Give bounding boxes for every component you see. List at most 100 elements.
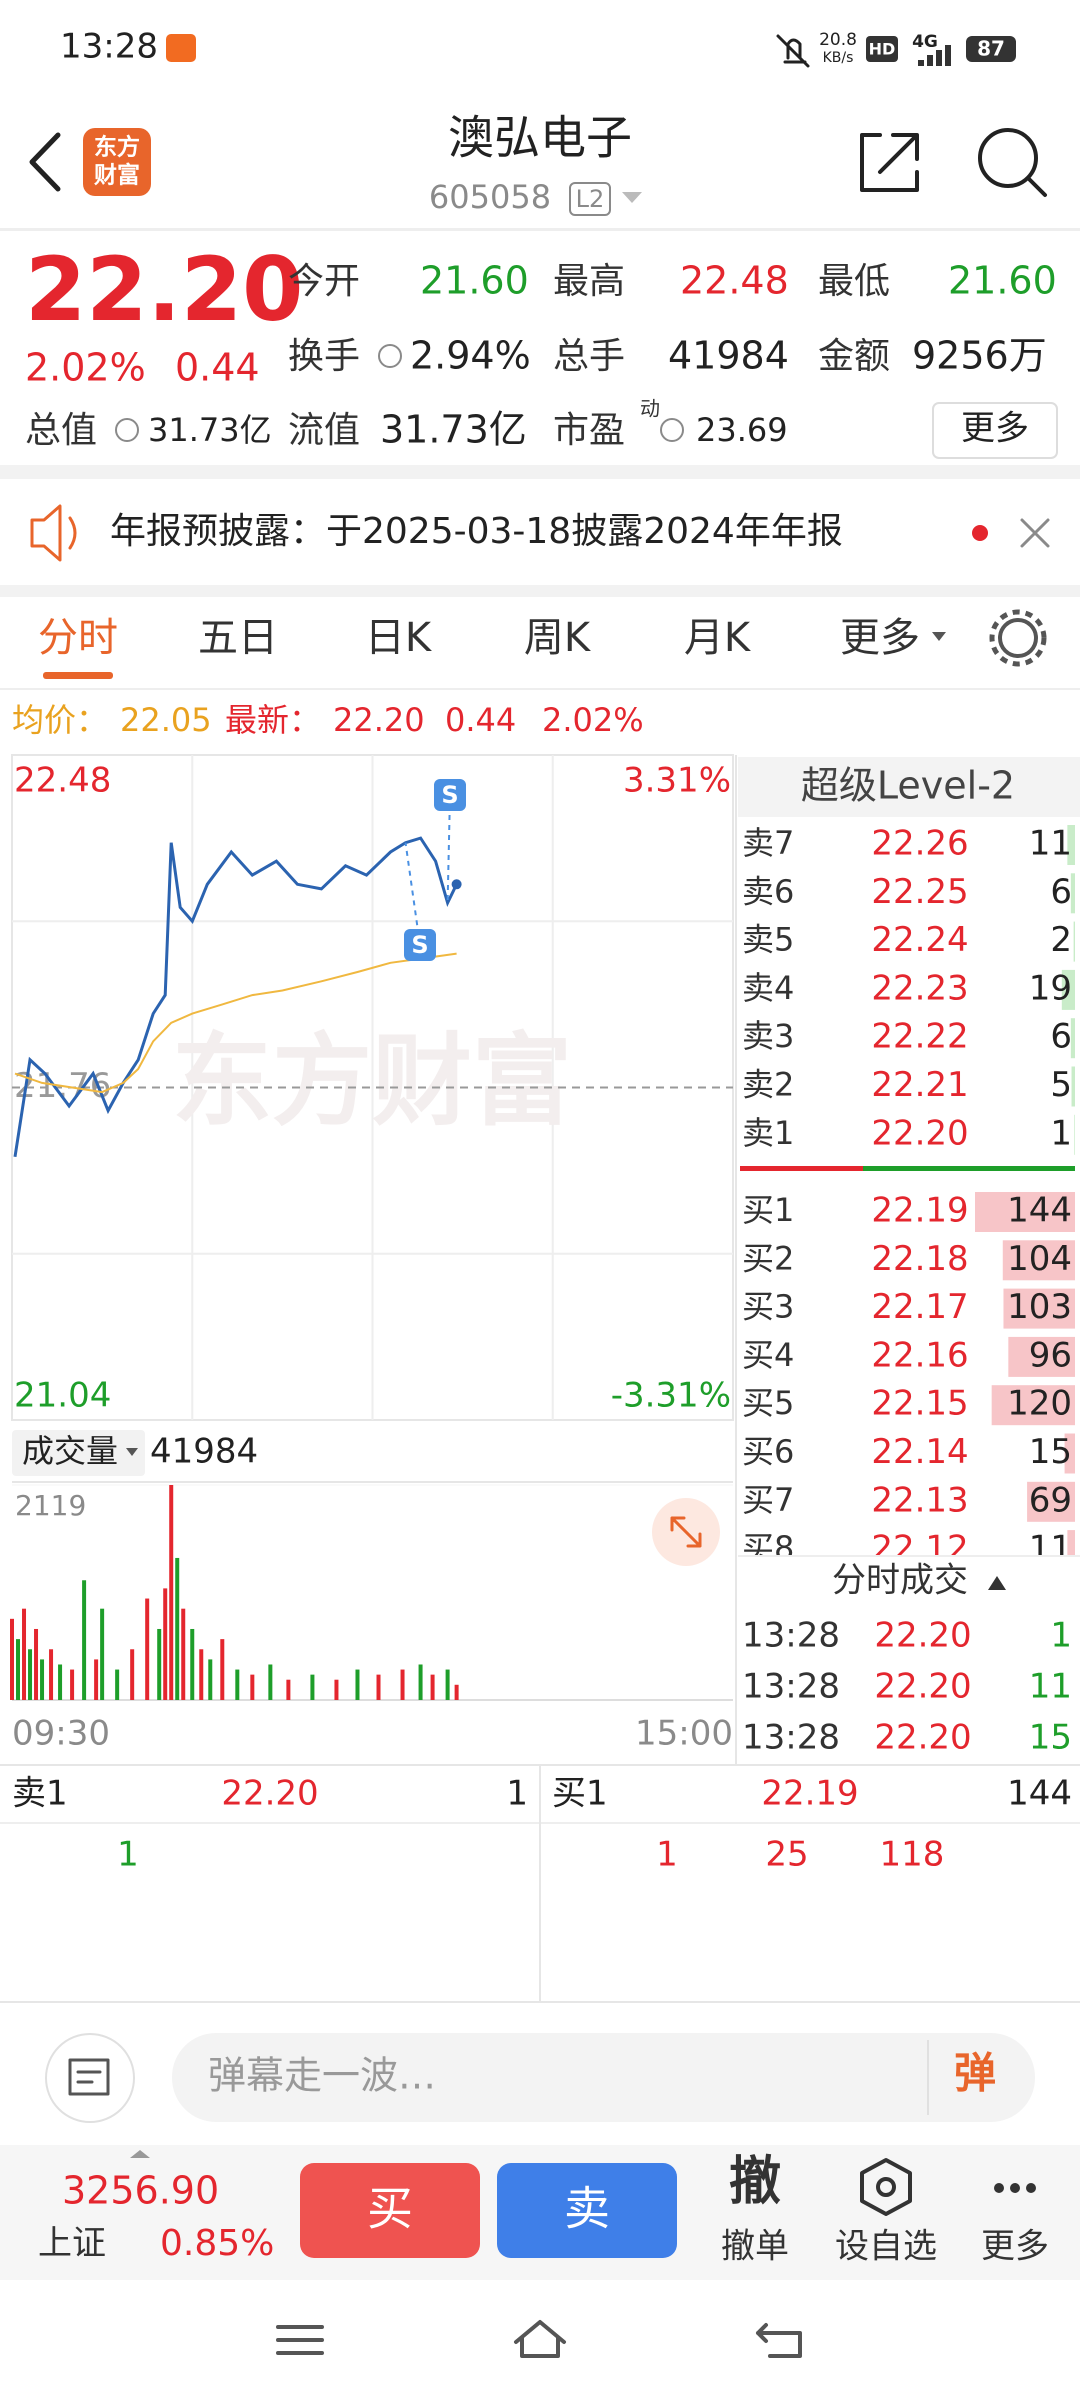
field-value: 22.48: [680, 259, 789, 303]
l2-badge: [569, 182, 611, 216]
close-notice: [1020, 518, 1050, 548]
tab[interactable]: 日K: [365, 615, 433, 661]
best-ask-volume: 1: [506, 1774, 528, 1814]
settings-button[interactable]: [998, 618, 1038, 658]
y2-tick-label: 3.31%: [623, 761, 731, 801]
tab[interactable]: 周K: [524, 615, 592, 661]
y-tick-label: 22.48: [14, 761, 111, 801]
watchlist-button[interactable]: 设自选: [835, 2227, 937, 2267]
field-value: 23.69: [696, 411, 788, 449]
tab[interactable]: 分时: [38, 615, 118, 661]
search-button[interactable]: [978, 128, 1038, 188]
depth-bar: [1064, 1433, 1075, 1474]
signal-bar: [936, 50, 942, 66]
sell-button-label[interactable]: 卖: [564, 2182, 610, 2236]
y-tick-label: 21.04: [14, 1376, 111, 1416]
hd-label: HD: [869, 40, 896, 59]
y-tick-label: 2119: [15, 1489, 86, 1522]
more-button-label[interactable]: 更多: [961, 409, 1029, 449]
bid-queue-order: 25: [765, 1835, 808, 1875]
tab[interactable]: 月K: [684, 615, 752, 661]
trade-price: 22.20: [874, 1718, 971, 1758]
tab[interactable]: 更多: [840, 615, 920, 661]
signal-marker: [434, 779, 466, 811]
signal-link: [404, 842, 421, 946]
trade-volume: 1: [1050, 1616, 1072, 1656]
level-volume: 11: [1029, 824, 1072, 864]
volume-bar: [190, 1628, 195, 1700]
status-time: 13:28: [60, 27, 158, 67]
level-volume: 120: [1007, 1384, 1072, 1424]
volume-bar: [130, 1649, 135, 1700]
index-value: 3256.90: [62, 2169, 219, 2213]
best-bid-price: 22.19: [761, 1774, 858, 1814]
watermark: 东方财富: [172, 1022, 572, 1139]
volume-bar: [70, 1669, 75, 1700]
depth-bar: [1067, 825, 1075, 865]
avg-price: 22.05: [120, 701, 212, 739]
settings-gear: [989, 609, 1047, 667]
level-volume: 96: [1029, 1335, 1072, 1375]
notice-text: 年报预披露：于2025-03-18披露2024年年报: [110, 511, 843, 552]
volume-bar: [250, 1674, 255, 1700]
code-dropdown: [622, 192, 642, 203]
change-amount: 0.44: [175, 346, 260, 390]
battery: [966, 36, 1016, 62]
back-button: [29, 132, 61, 192]
more-dot: [1010, 2183, 1020, 2193]
level-label: 买5: [742, 1384, 794, 1422]
danmaku-icon: [68, 2058, 110, 2096]
unread-dot: [972, 525, 988, 541]
speaker-icon: [30, 504, 77, 562]
volume-bar: [208, 1659, 213, 1700]
trade-volume: 15: [1029, 1718, 1072, 1758]
danmaku-button[interactable]: 弹: [954, 2049, 996, 2098]
danmaku-placeholder[interactable]: 弹幕走一波…: [208, 2054, 436, 2098]
level-volume: 11: [1029, 1529, 1072, 1569]
level-volume: 15: [1029, 1432, 1072, 1472]
level-price: 22.20: [871, 1113, 968, 1153]
volume-bar: [376, 1674, 381, 1700]
signal-link: [446, 794, 451, 903]
danmaku-settings[interactable]: [45, 2033, 135, 2123]
level-label: 买1: [742, 1191, 794, 1229]
depth-bar: [1070, 1018, 1075, 1059]
buy-button-label[interactable]: 买: [367, 2182, 413, 2236]
spread-green: [863, 1166, 1075, 1171]
level-price: 22.21: [871, 1065, 968, 1105]
nav-back: [756, 2323, 802, 2358]
level-price: 22.25: [871, 872, 968, 912]
active-tab-underline: [43, 672, 113, 679]
field-label: 换手: [288, 336, 360, 377]
volume-bar: [175, 1557, 180, 1700]
divider: [0, 228, 1080, 231]
ask-queue-order: 1: [117, 1835, 139, 1875]
field-label: 市盈: [553, 410, 625, 451]
cancel-button[interactable]: 撤单: [721, 2227, 789, 2267]
field-superscript: 动: [640, 397, 660, 421]
last-price: 22.20: [25, 238, 303, 341]
last-point: [451, 879, 462, 890]
depth-bar: [1003, 1288, 1075, 1329]
level-volume: 144: [1007, 1191, 1072, 1231]
level-label: 卖7: [742, 824, 794, 862]
volume-label[interactable]: 成交量: [22, 1432, 118, 1470]
level-price: 22.15: [871, 1384, 968, 1424]
level-label: 买6: [742, 1433, 794, 1471]
volume-bar: [34, 1628, 39, 1700]
more-button: [932, 402, 1058, 459]
volume-bar: [163, 1588, 168, 1700]
trades-title: 分时成交: [832, 1561, 968, 1601]
level-price: 22.23: [871, 968, 968, 1008]
volume-bar: [445, 1669, 450, 1700]
share-button: [860, 133, 919, 192]
expand-icon: [670, 1516, 702, 1548]
level-price: 22.14: [871, 1432, 968, 1472]
x-tick-label: 09:30: [12, 1714, 110, 1754]
depth-bar: [1008, 1336, 1075, 1377]
best-bid-label: 买1: [552, 1774, 608, 1814]
tab[interactable]: 五日: [198, 615, 278, 661]
more-menu-button[interactable]: 更多: [981, 2227, 1049, 2267]
level-label: 卖3: [742, 1017, 794, 1055]
level-volume: 6: [1050, 872, 1072, 912]
